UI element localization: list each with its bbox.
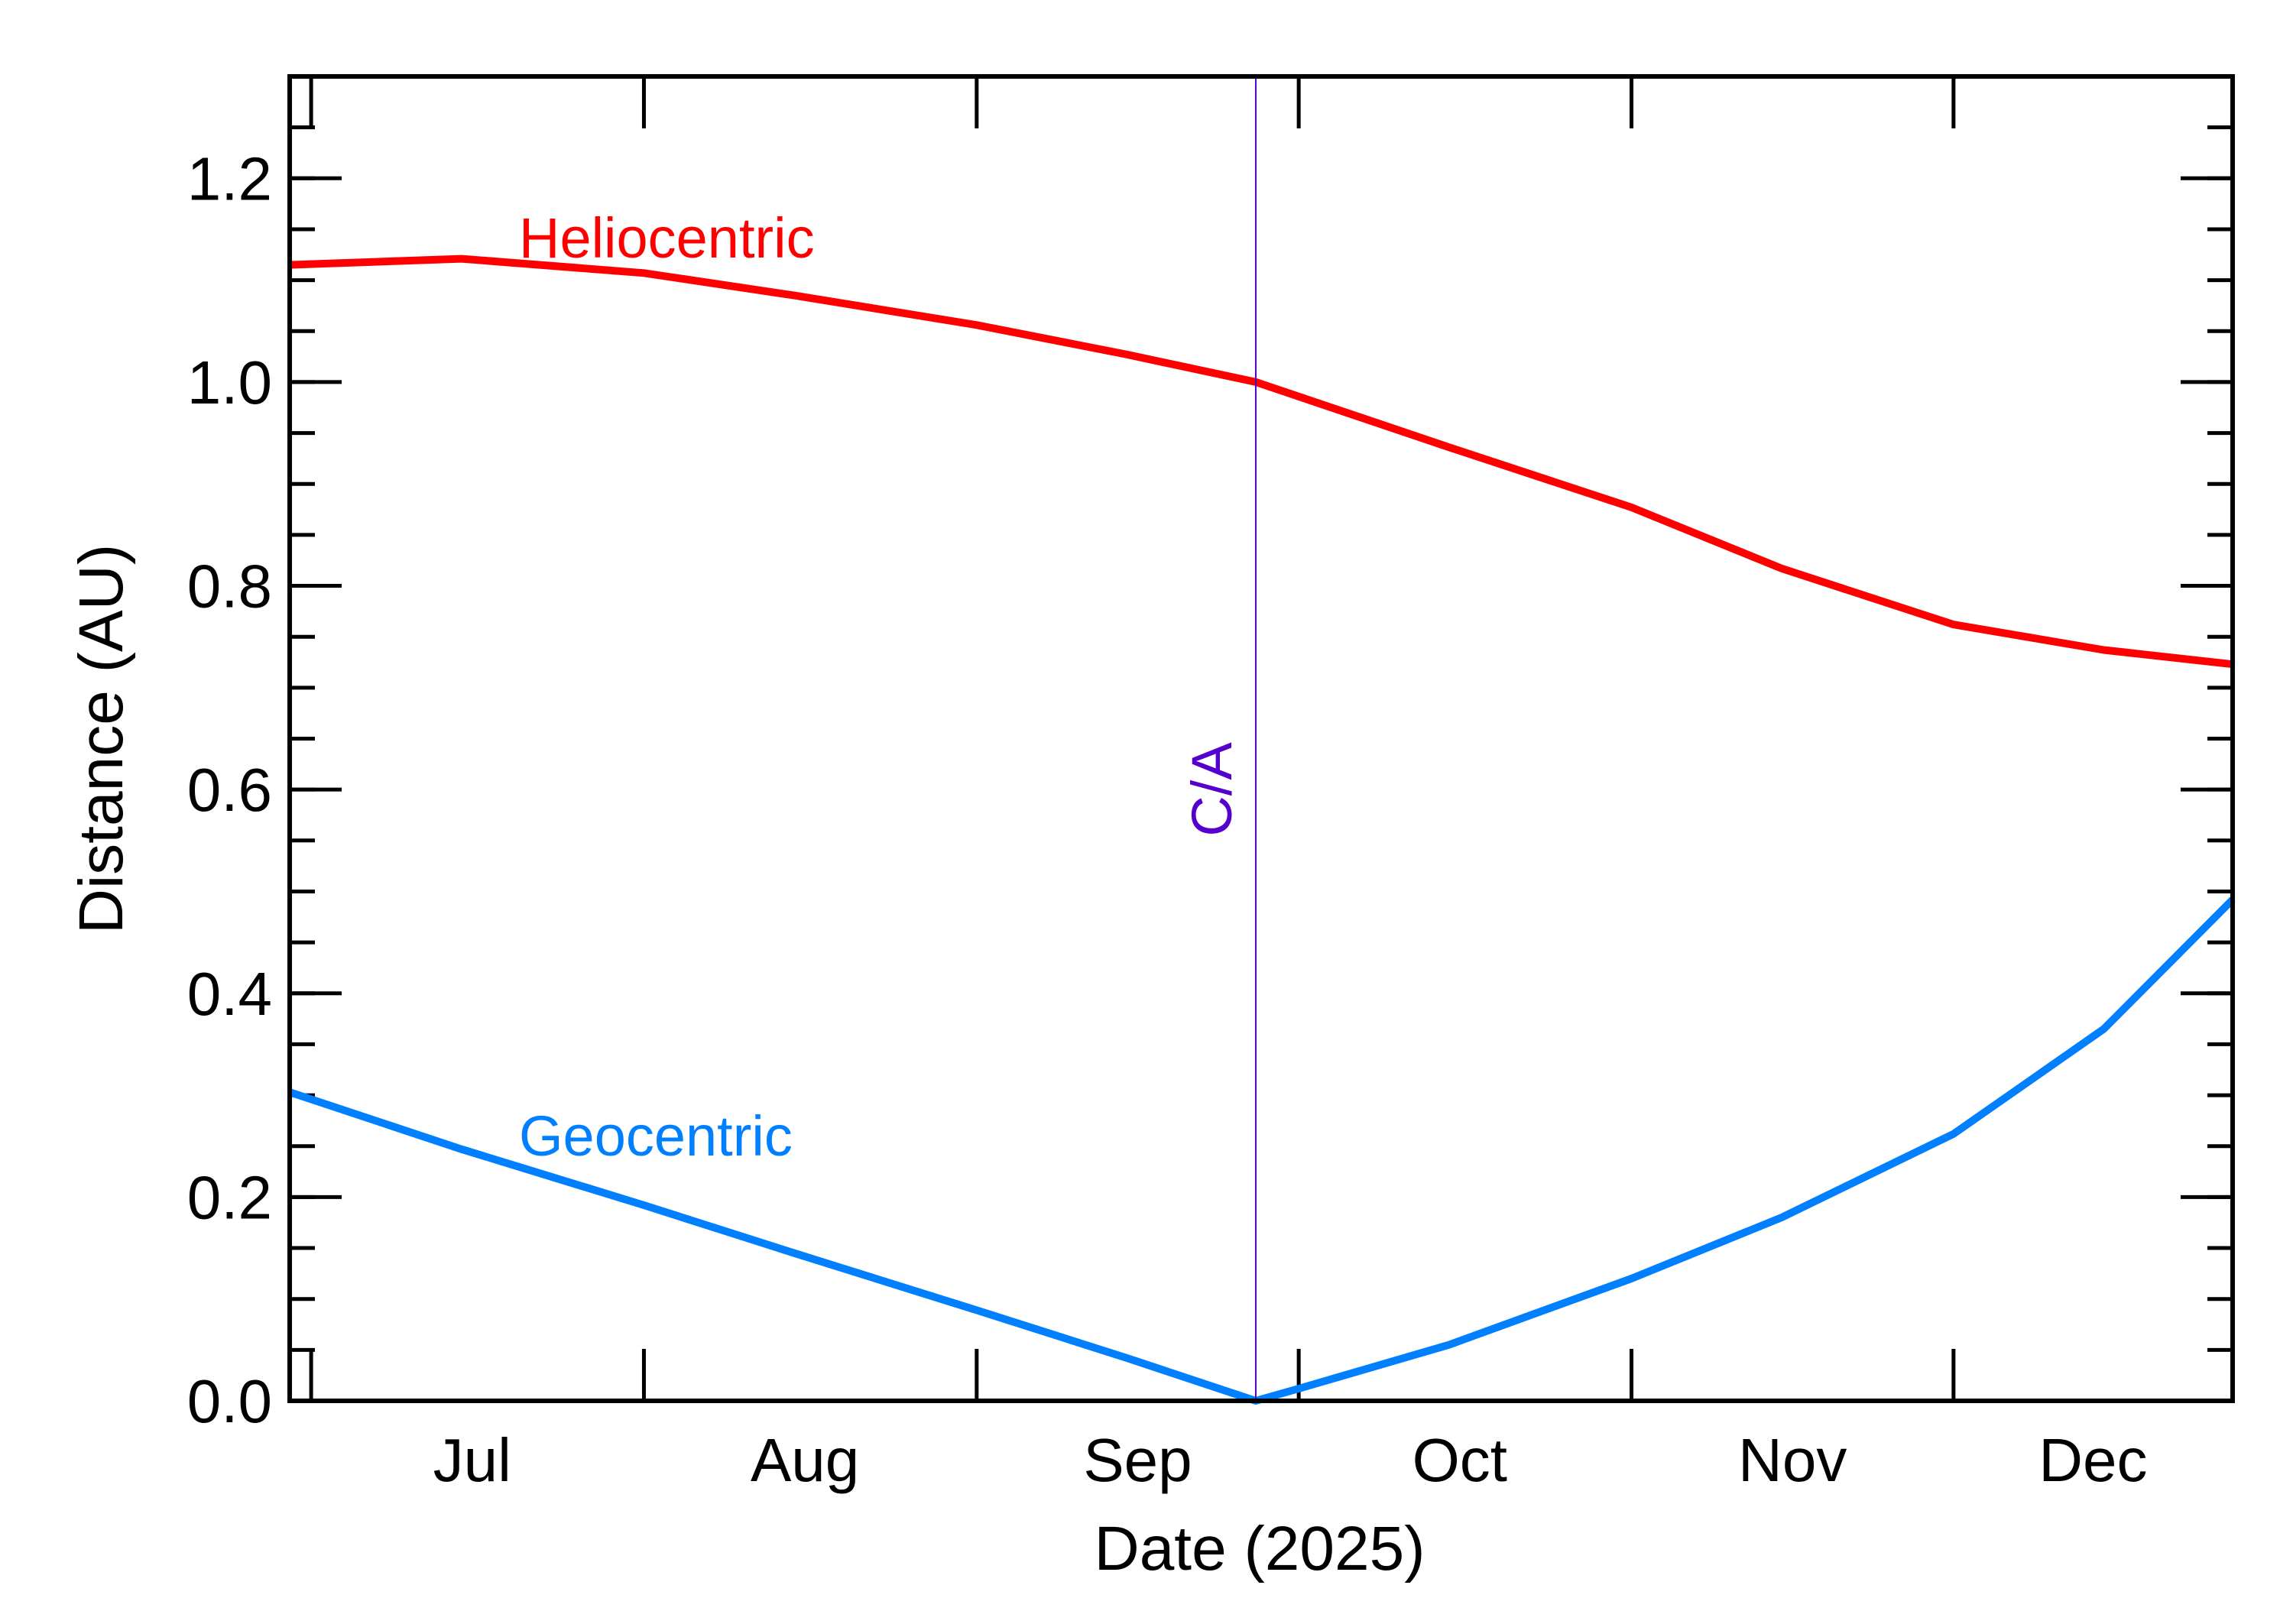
- x-tick-label: Dec: [2038, 1426, 2147, 1494]
- heliocentric-label: Heliocentric: [519, 206, 815, 270]
- x-tick-label: Jul: [433, 1426, 511, 1494]
- x-axis-title: Date (2025): [1094, 1514, 1425, 1583]
- series-heliocentric-line: [289, 254, 2233, 669]
- plot-frame: [287, 74, 2235, 1403]
- x-tick-label: Sep: [1083, 1426, 1192, 1494]
- y-tick-label: 0.6: [187, 756, 272, 824]
- axis-ticks: [290, 74, 2233, 1403]
- geocentric-label: Geocentric: [519, 1104, 793, 1168]
- y-tick-label: 0.0: [187, 1367, 272, 1435]
- y-tick-label: 1.2: [187, 144, 272, 212]
- series-lines: [288, 254, 2236, 1405]
- y-tick-label: 1.0: [187, 348, 272, 417]
- y-tick-label: 0.4: [187, 960, 272, 1028]
- y-tick-label: 0.8: [187, 553, 272, 621]
- x-tick-label: Oct: [1412, 1426, 1507, 1494]
- closest-approach-label: C/A: [1180, 742, 1244, 837]
- x-tick-label: Aug: [751, 1426, 859, 1494]
- tick-labels: Jul Aug Sep Oct Nov Dec 0.0 0.2 0.4 0.6 0.8 1.0 1.2: [187, 144, 2148, 1494]
- y-tick-label: 0.2: [187, 1163, 272, 1231]
- series-geocentric-line: [288, 896, 2236, 1405]
- x-tick-label: Nov: [1738, 1426, 1847, 1494]
- y-axis-title: Distance (AU): [66, 544, 136, 934]
